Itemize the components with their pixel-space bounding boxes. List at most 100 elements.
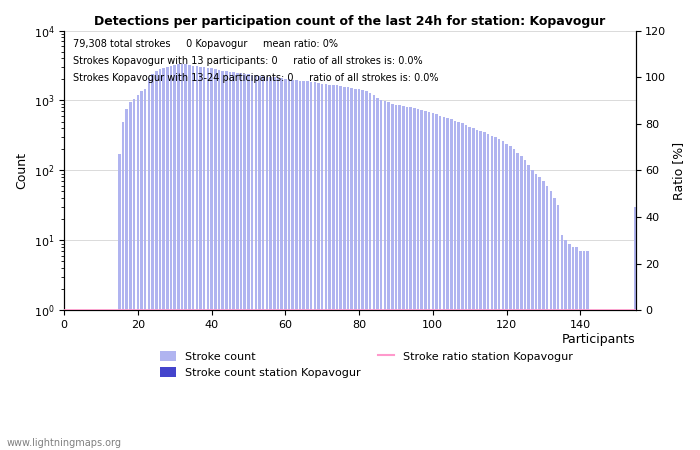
Bar [472,128,475,450]
Bar [550,192,552,450]
Bar [325,84,327,450]
Bar [391,104,393,450]
Bar [229,72,231,450]
Bar [601,310,603,450]
Text: 79,308 total strokes     0 Kopavogur     mean ratio: 0%: 79,308 total strokes 0 Kopavogur mean ra… [73,39,337,49]
Bar [195,66,198,450]
Bar [343,87,346,450]
Bar [351,88,353,450]
Bar [494,137,497,450]
Bar [634,207,637,450]
Bar [546,186,548,450]
Bar [428,112,430,450]
Bar [605,310,608,450]
Bar [361,90,364,450]
Bar [431,112,434,450]
Bar [421,110,423,450]
Bar [638,310,640,450]
Bar [439,116,442,450]
Bar [358,89,360,450]
Bar [206,68,209,450]
Bar [590,310,593,450]
Bar [273,77,276,450]
Bar [151,74,154,450]
Bar [225,71,228,450]
Bar [505,144,508,450]
Bar [340,86,342,450]
Bar [247,74,250,450]
Bar [295,80,298,450]
Bar [181,64,183,450]
Bar [538,177,541,450]
Bar [542,181,545,450]
Bar [140,91,143,450]
Bar [335,86,338,450]
Text: Strokes Kopavogur with 13-24 participants: 0     ratio of all strokes is: 0.0%: Strokes Kopavogur with 13-24 participant… [73,72,438,82]
Bar [450,119,452,450]
Bar [288,79,290,450]
Bar [608,310,611,450]
Bar [465,125,468,450]
Bar [406,107,408,450]
Bar [594,310,596,450]
Bar [524,160,526,450]
Bar [520,156,523,450]
Bar [265,76,268,450]
Bar [210,68,213,450]
Bar [642,289,644,450]
Bar [328,85,331,450]
Bar [553,198,556,450]
Bar [380,100,382,450]
Bar [232,72,235,450]
Text: Participants: Participants [562,333,636,346]
Bar [284,79,286,450]
Bar [169,66,172,450]
Bar [483,132,486,450]
Bar [185,64,187,450]
Bar [174,65,176,450]
Bar [299,81,302,450]
Bar [136,95,139,450]
Bar [410,107,412,450]
Bar [480,130,482,450]
Bar [310,82,312,450]
Bar [155,71,158,450]
Bar [372,95,375,450]
Bar [332,85,335,450]
Bar [177,64,180,450]
Bar [535,174,538,450]
Bar [502,141,504,450]
Bar [365,91,368,450]
Bar [587,251,589,450]
Bar [447,118,449,450]
Bar [398,105,401,450]
Bar [276,78,279,450]
Bar [369,93,372,450]
Y-axis label: Count: Count [15,152,28,189]
Bar [162,68,165,450]
Bar [199,67,202,450]
Bar [568,243,570,450]
Bar [192,66,195,450]
Bar [317,83,320,450]
Bar [251,75,253,450]
Bar [645,310,648,450]
Bar [527,165,530,450]
Bar [314,82,316,450]
Bar [557,205,559,450]
Bar [517,153,519,450]
Bar [262,76,265,450]
Bar [122,122,125,450]
Bar [354,89,357,450]
Bar [416,109,419,450]
Bar [280,78,283,450]
Bar [442,117,445,450]
Bar [531,171,533,450]
Bar [236,72,239,450]
Bar [188,65,190,450]
Bar [258,76,261,450]
Bar [486,134,489,450]
Bar [491,136,493,450]
Text: www.lightningmaps.org: www.lightningmaps.org [7,438,122,448]
Bar [476,130,478,450]
